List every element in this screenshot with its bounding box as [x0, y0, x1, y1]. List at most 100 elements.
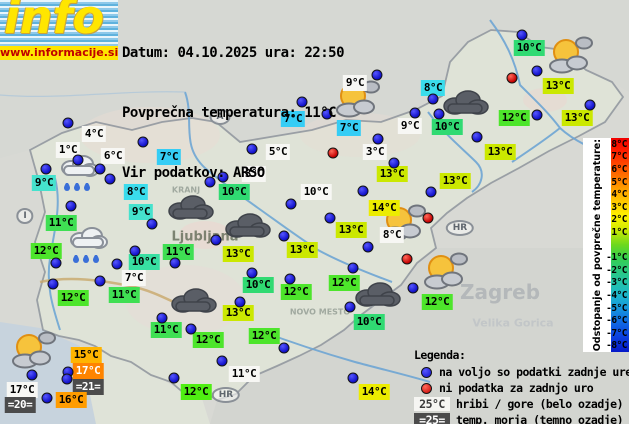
- station-dot-blue: [471, 131, 483, 143]
- station-temp-label: 10°C: [128, 254, 160, 270]
- country-sign-hr: HR: [211, 387, 241, 403]
- station-temp-label: 7°C: [121, 270, 147, 286]
- station-dot-blue: [246, 143, 258, 155]
- station-temp-label: 8°C: [420, 80, 446, 96]
- station-dot-blue: [388, 157, 400, 169]
- station-dot-blue: [584, 99, 596, 111]
- scale-tick: -5°C: [606, 302, 627, 314]
- legend-unavailable-text: ni podatka za zadnjo uro: [439, 381, 594, 395]
- station-dot-blue: [61, 373, 73, 385]
- station-dot-blue: [210, 234, 222, 246]
- station-temp-label: 14°C: [368, 200, 400, 216]
- station-dot-blue: [234, 296, 246, 308]
- station-dot-blue: [217, 171, 229, 183]
- station-dot-blue: [216, 355, 228, 367]
- station-dot-blue: [516, 29, 528, 41]
- legend-title: Legenda:: [414, 348, 466, 362]
- station-dot-blue: [357, 185, 369, 197]
- info-logo: info: [0, 0, 118, 46]
- station-dot-blue: [40, 163, 52, 175]
- station-temp-label: 8°C: [123, 184, 149, 200]
- sun-cloud-icon: [6, 329, 60, 373]
- station-temp-label: 3°C: [362, 144, 388, 160]
- blue-dot-icon: [421, 366, 432, 378]
- scale-tick: 3°C: [611, 201, 627, 213]
- station-temp-label: 11°C: [150, 322, 182, 338]
- scale-tick: -8°C: [606, 340, 627, 352]
- station-dot-blue: [26, 369, 38, 381]
- station-dot-blue: [204, 176, 216, 188]
- station-temp-label: 7°C: [156, 149, 182, 165]
- logo-url-link[interactable]: www.informacije.si: [0, 46, 119, 60]
- station-temp-label: 13°C: [484, 144, 516, 160]
- station-temp-label: 4°C: [81, 126, 107, 142]
- legend-row-sea: =25= temp. morja (temno ozadje): [414, 413, 629, 424]
- city-label: NOVO MESTO: [289, 307, 351, 317]
- station-dot-blue: [137, 136, 149, 148]
- dark-cloud-icon: [222, 210, 272, 244]
- station-dot-blue: [531, 109, 543, 121]
- deviation-scale: Odstopanje od povprečne temperature: 8°C…: [583, 138, 629, 352]
- station-temp-label: 10°C: [431, 119, 463, 135]
- station-temp-label: 10°C: [218, 184, 250, 200]
- station-dot-blue: [347, 372, 359, 384]
- station-dot-blue: [371, 69, 383, 81]
- station-temp-label: 13°C: [439, 173, 471, 189]
- station-dot-blue: [296, 96, 308, 108]
- station-temp-label: 9°C: [128, 204, 154, 220]
- station-dot-blue: [285, 198, 297, 210]
- red-dot-icon: [421, 382, 432, 394]
- station-dot-blue: [284, 273, 296, 285]
- station-dot-red: [401, 253, 413, 265]
- rain-cloud-icon: [66, 225, 110, 271]
- station-dot-blue: [425, 186, 437, 198]
- station-dot-blue: [347, 262, 359, 274]
- station-temp-label: 12°C: [421, 294, 453, 310]
- scale-tick: -6°C: [606, 315, 627, 327]
- station-temp-label: 13°C: [286, 242, 318, 258]
- sun-cloud-icon: [418, 250, 472, 294]
- dark-cloud-icon: [440, 87, 490, 121]
- station-temp-label: =20=: [4, 397, 36, 413]
- scale-tick: -7°C: [606, 327, 627, 339]
- legend: Legenda: na voljo so podatki zadnje ure …: [414, 348, 629, 424]
- station-dot-blue: [94, 275, 106, 287]
- station-temp-label: 13°C: [335, 222, 367, 238]
- scale-tick: 6°C: [611, 163, 627, 175]
- station-temp-label: 13°C: [376, 166, 408, 182]
- sea-chip: =25=: [414, 413, 450, 424]
- country-sign-hr: HR: [445, 220, 475, 236]
- station-dot-blue: [156, 312, 168, 324]
- station-temp-label: 12°C: [57, 290, 89, 306]
- scale-tick: -3°C: [606, 277, 627, 289]
- station-dot-red: [422, 212, 434, 224]
- station-dot-red: [506, 72, 518, 84]
- scale-tick: 7°C: [611, 151, 627, 163]
- city-label: Ljubljana: [171, 229, 239, 245]
- station-dot-blue: [146, 218, 158, 230]
- station-temp-label: 10°C: [513, 40, 545, 56]
- station-temp-label: 10°C: [242, 277, 274, 293]
- station-dot-blue: [111, 258, 123, 270]
- station-temp-label: 3°C: [241, 166, 267, 182]
- station-dot-blue: [409, 107, 421, 119]
- station-temp-label: 11°C: [162, 244, 194, 260]
- station-temp-label: 12°C: [280, 284, 312, 300]
- station-dot-blue: [344, 301, 356, 313]
- station-temp-label: 16°C: [55, 392, 87, 408]
- station-temp-label: 10°C: [300, 184, 332, 200]
- station-dot-blue: [372, 133, 384, 145]
- station-dot-blue: [278, 230, 290, 242]
- station-temp-label: 1°C: [55, 142, 81, 158]
- station-dot-blue: [104, 173, 116, 185]
- legend-row-mountain: 25°C hribi / gore (belo ozadje): [414, 397, 629, 411]
- station-dot-blue: [433, 108, 445, 120]
- country-sign-a: A: [209, 109, 231, 125]
- station-temp-label: 12°C: [30, 243, 62, 259]
- station-temp-label: 13°C: [542, 78, 574, 94]
- station-dot-blue: [65, 200, 77, 212]
- station-dot-blue: [72, 154, 84, 166]
- country-sign-i: I: [16, 208, 34, 224]
